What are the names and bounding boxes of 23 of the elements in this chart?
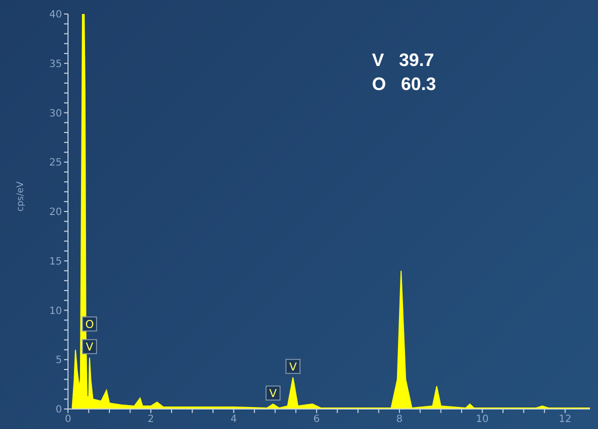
- x-tick-label: 0: [64, 414, 72, 426]
- y-tick-label: 35: [49, 58, 62, 70]
- x-tick-label: 2: [148, 414, 154, 426]
- y-tick-label: 10: [49, 306, 62, 317]
- annotation: O 60.3: [372, 74, 436, 95]
- annotation: V: [86, 340, 94, 354]
- y-tick-label: 25: [49, 158, 62, 169]
- y-tick-label: 5: [56, 355, 62, 366]
- y-tick-label: 0: [56, 404, 62, 416]
- x-tick-label: 12: [558, 414, 572, 426]
- x-tick-label: 6: [313, 414, 320, 426]
- annotation: V: [289, 360, 298, 374]
- annotation: O: [85, 318, 94, 331]
- annotation: V 39.7: [372, 50, 434, 71]
- x-tick-label: 4: [230, 414, 237, 426]
- annotation: V: [269, 387, 278, 400]
- y-axis-title: cps/eV: [16, 180, 26, 212]
- y-tick-label: 20: [49, 207, 62, 218]
- y-tick-label: 40: [49, 10, 62, 21]
- x-tick-label: 10: [476, 414, 489, 426]
- y-tick-label: 15: [49, 256, 62, 268]
- x-tick-label: 8: [396, 414, 403, 426]
- y-tick-label: 30: [49, 108, 62, 120]
